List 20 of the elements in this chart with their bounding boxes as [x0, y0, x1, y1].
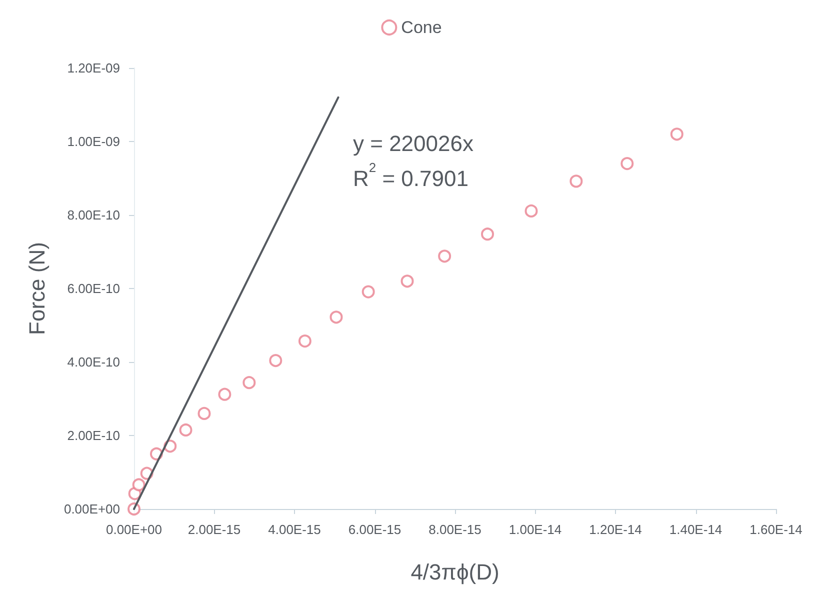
- x-axis-title: 4/3πϕ(D): [410, 560, 500, 584]
- x-tick-label: 0.00E+00: [106, 522, 162, 537]
- x-tick-label: 2.00E-15: [188, 522, 241, 537]
- y-tick-label: 0.00E+00: [64, 502, 120, 516]
- y-tick-label: 8.00E-10: [67, 208, 120, 222]
- x-tick-label: 4.00E-15: [268, 522, 321, 537]
- y-tick-label: 2.00E-10: [67, 428, 120, 443]
- y-tick-label: 6.00E-10: [67, 281, 120, 296]
- x-tick-label: 1.40E-14: [669, 522, 722, 537]
- legend-label: Cone: [401, 18, 442, 37]
- x-tick-label: 1.00E-14: [508, 522, 562, 537]
- x-tick-label: 1.20E-14: [589, 522, 642, 537]
- annotation: y = 220026x: [353, 131, 474, 156]
- x-tick-label: 6.00E-15: [348, 522, 402, 537]
- y-axis-title: Force (N): [24, 242, 50, 335]
- x-tick-label: 1.60E-14: [750, 522, 802, 537]
- y-tick-label: 4.00E-10: [67, 354, 120, 370]
- y-tick-label: 1.20E-09: [67, 60, 120, 76]
- x-tick-label: 8.00E-15: [428, 522, 482, 537]
- y-tick-label: 1.00E-09: [67, 134, 120, 149]
